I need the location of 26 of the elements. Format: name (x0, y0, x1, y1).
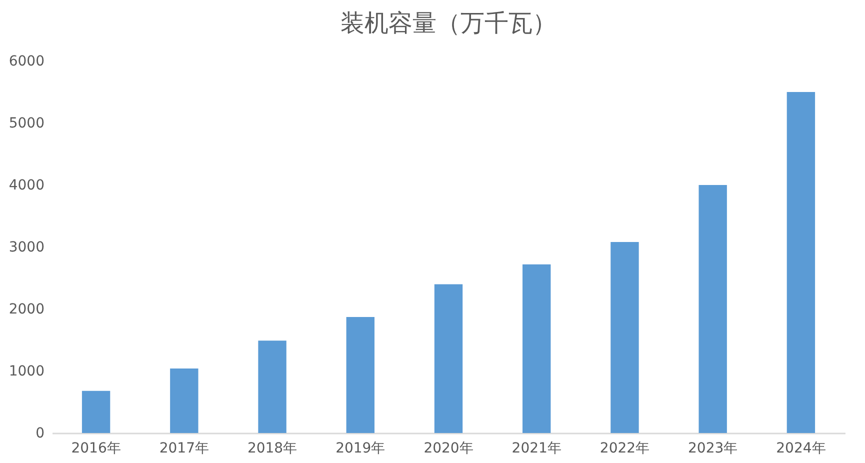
bar (258, 340, 286, 433)
x-tick-label: 2016年 (71, 440, 121, 456)
bar (434, 284, 463, 433)
bar (698, 185, 727, 433)
x-tick-label: 2018年 (247, 440, 298, 456)
bar (346, 317, 374, 433)
x-tick-label: 2020年 (424, 440, 474, 456)
y-tick-label: 1000 (8, 364, 44, 380)
bar (522, 264, 551, 433)
y-tick-label: 0 (36, 426, 44, 442)
x-tick-label: 2022年 (600, 440, 650, 456)
x-tick-label: 2017年 (159, 440, 209, 456)
x-tick-label: 2024年 (776, 440, 826, 456)
x-tick-label: 2023年 (688, 440, 738, 456)
bar (786, 92, 816, 433)
bar (610, 242, 639, 433)
y-tick-label: 3000 (8, 240, 44, 256)
bar (82, 390, 110, 433)
chart-title: 装机容量（万千瓦） (340, 9, 556, 37)
y-tick-label: 6000 (8, 54, 44, 70)
y-tick-label: 4000 (8, 178, 44, 194)
x-tick-label: 2019年 (336, 440, 386, 456)
y-tick-label: 2000 (8, 302, 44, 318)
bar (170, 368, 198, 433)
y-tick-label: 5000 (8, 116, 44, 132)
x-tick-label: 2021年 (512, 440, 562, 456)
